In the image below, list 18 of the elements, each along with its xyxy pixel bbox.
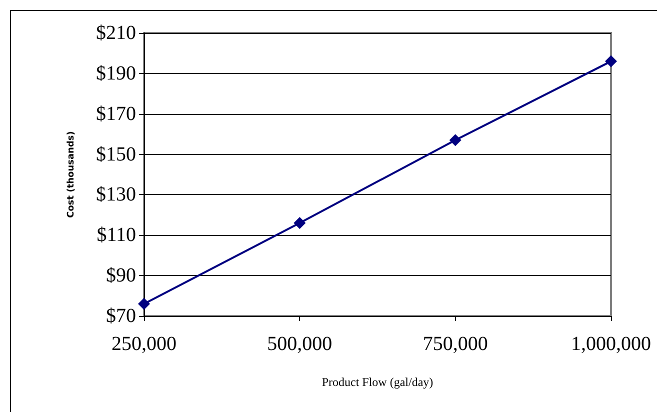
x-tick-label: 1,000,000 — [571, 333, 651, 355]
y-tick-label: $210 — [96, 22, 136, 44]
point — [449, 134, 462, 146]
y-tick-label: $110 — [96, 224, 136, 246]
x-tick-label: 500,000 — [267, 333, 332, 355]
y-tick-label: $130 — [96, 184, 136, 206]
point — [294, 217, 306, 230]
y-tick-label: $190 — [96, 62, 136, 84]
x-axis-title: Product Flow (gal/day) — [322, 375, 434, 389]
y-tick-label: $170 — [96, 102, 136, 125]
point — [138, 298, 150, 310]
y-axis-title: Cost (thousands) — [66, 131, 76, 218]
y-tick-label: $150 — [96, 143, 136, 166]
y-tick-label: $90 — [106, 264, 136, 287]
point — [605, 55, 617, 68]
x-tick-label: 750,000 — [422, 333, 488, 355]
y-tick-label: $70 — [106, 305, 136, 327]
x-tick-label: 250,000 — [112, 333, 176, 355]
